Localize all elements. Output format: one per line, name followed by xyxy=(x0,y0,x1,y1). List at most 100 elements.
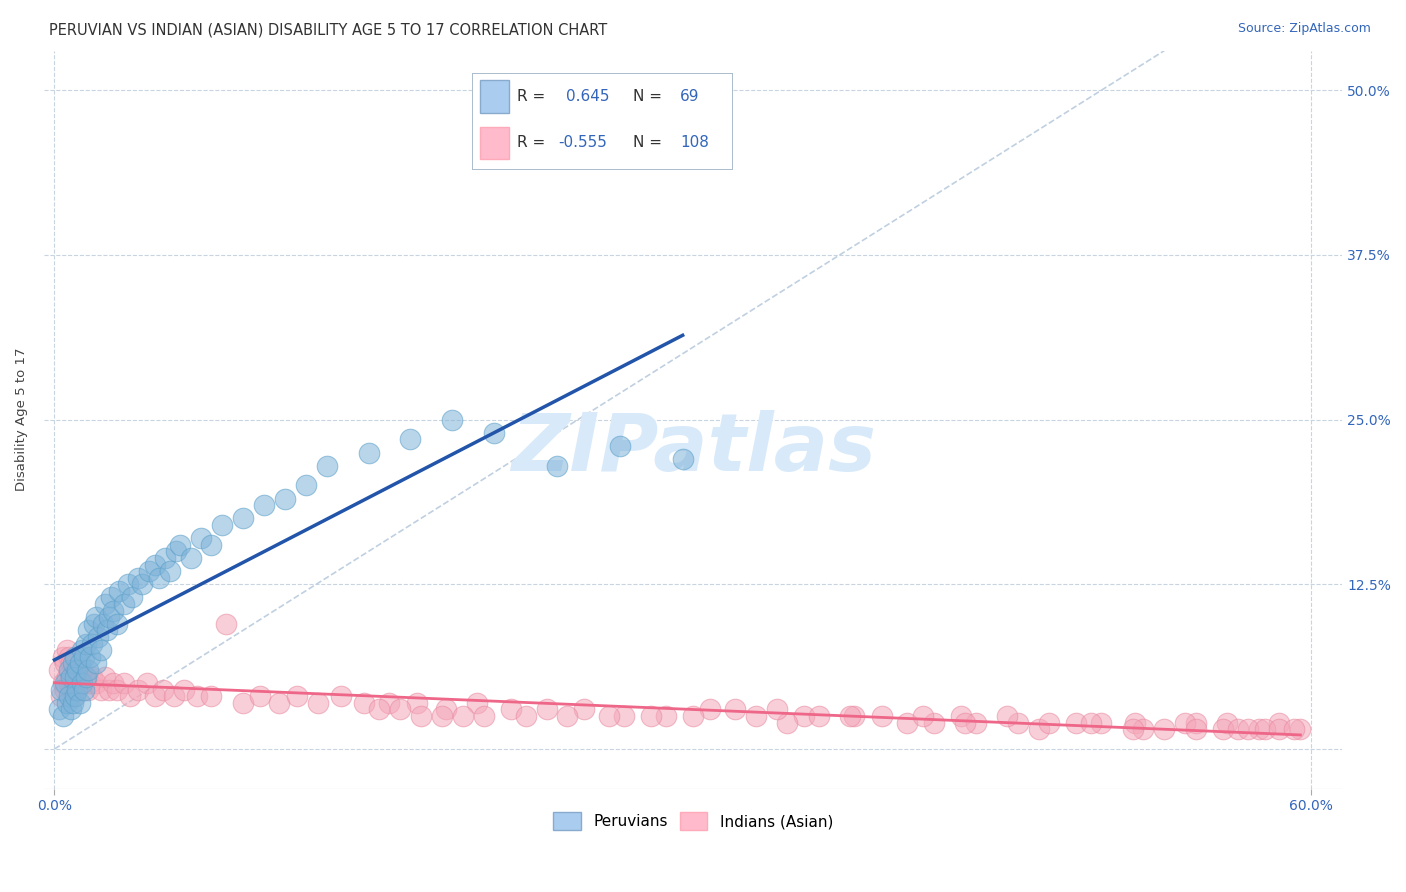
Point xyxy=(89,682,111,697)
Point xyxy=(79,676,101,690)
Point xyxy=(1237,723,1260,737)
Point xyxy=(79,649,101,664)
Point xyxy=(69,657,91,671)
Point xyxy=(66,663,89,677)
Point xyxy=(165,544,187,558)
Point xyxy=(451,709,474,723)
Point xyxy=(950,709,973,723)
Point xyxy=(112,597,135,611)
Point xyxy=(96,624,118,638)
Point xyxy=(77,624,100,638)
Point xyxy=(108,583,131,598)
Point xyxy=(159,564,181,578)
Point xyxy=(1289,723,1312,737)
Point xyxy=(173,682,195,697)
Point xyxy=(169,538,191,552)
Point xyxy=(839,709,862,723)
Point xyxy=(60,702,83,716)
Point xyxy=(399,433,422,447)
Point xyxy=(49,690,72,704)
Point xyxy=(330,690,353,704)
Point xyxy=(148,571,170,585)
Point xyxy=(672,452,695,467)
Point xyxy=(434,702,457,716)
Point xyxy=(70,676,93,690)
Point xyxy=(65,690,87,704)
Point xyxy=(1038,715,1060,730)
Point xyxy=(405,696,427,710)
Point xyxy=(1153,723,1175,737)
Point xyxy=(574,702,596,716)
Point xyxy=(807,709,830,723)
Point xyxy=(844,709,866,723)
Point xyxy=(65,682,87,697)
Point xyxy=(48,663,70,677)
Point xyxy=(1268,715,1291,730)
Point xyxy=(121,591,143,605)
Point xyxy=(131,577,153,591)
Point xyxy=(143,558,166,572)
Point xyxy=(52,649,75,664)
Point xyxy=(1174,715,1197,730)
Point xyxy=(143,690,166,704)
Point xyxy=(93,669,115,683)
Point xyxy=(56,696,79,710)
Point xyxy=(536,702,558,716)
Point xyxy=(609,439,631,453)
Point xyxy=(766,702,789,716)
Point xyxy=(682,709,704,723)
Point xyxy=(249,690,271,704)
Point xyxy=(66,676,89,690)
Point xyxy=(180,551,202,566)
Point xyxy=(211,518,233,533)
Point xyxy=(83,616,105,631)
Point xyxy=(70,663,93,677)
Point xyxy=(267,696,290,710)
Point xyxy=(274,491,297,506)
Point xyxy=(75,669,97,683)
Point xyxy=(955,715,977,730)
Point xyxy=(163,690,186,704)
Point xyxy=(388,702,411,716)
Point xyxy=(138,564,160,578)
Point xyxy=(77,682,100,697)
Point xyxy=(315,458,337,473)
Point xyxy=(995,709,1018,723)
Point xyxy=(77,663,100,677)
Point xyxy=(86,657,108,671)
Point xyxy=(70,643,93,657)
Point xyxy=(73,649,96,664)
Point xyxy=(294,478,316,492)
Point xyxy=(52,676,75,690)
Point xyxy=(62,657,84,671)
Point xyxy=(441,412,464,426)
Y-axis label: Disability Age 5 to 17: Disability Age 5 to 17 xyxy=(15,348,28,491)
Point xyxy=(699,702,721,716)
Point xyxy=(49,682,72,697)
Point xyxy=(82,637,104,651)
Text: ZIPatlas: ZIPatlas xyxy=(510,410,876,488)
Point xyxy=(640,709,662,723)
Point xyxy=(232,511,254,525)
Point xyxy=(60,657,83,671)
Point xyxy=(1254,723,1277,737)
Point xyxy=(73,676,96,690)
Point xyxy=(232,696,254,710)
Point xyxy=(105,682,128,697)
Point xyxy=(467,696,489,710)
Point xyxy=(368,702,391,716)
Point xyxy=(499,702,522,716)
Point xyxy=(200,538,222,552)
Point xyxy=(93,597,115,611)
Point xyxy=(1212,723,1234,737)
Point xyxy=(190,531,212,545)
Point xyxy=(58,649,80,664)
Point xyxy=(152,682,174,697)
Point xyxy=(472,709,495,723)
Point xyxy=(112,676,135,690)
Point xyxy=(87,630,110,644)
Point xyxy=(1007,715,1029,730)
Point xyxy=(53,657,76,671)
Point xyxy=(65,669,87,683)
Point xyxy=(515,709,537,723)
